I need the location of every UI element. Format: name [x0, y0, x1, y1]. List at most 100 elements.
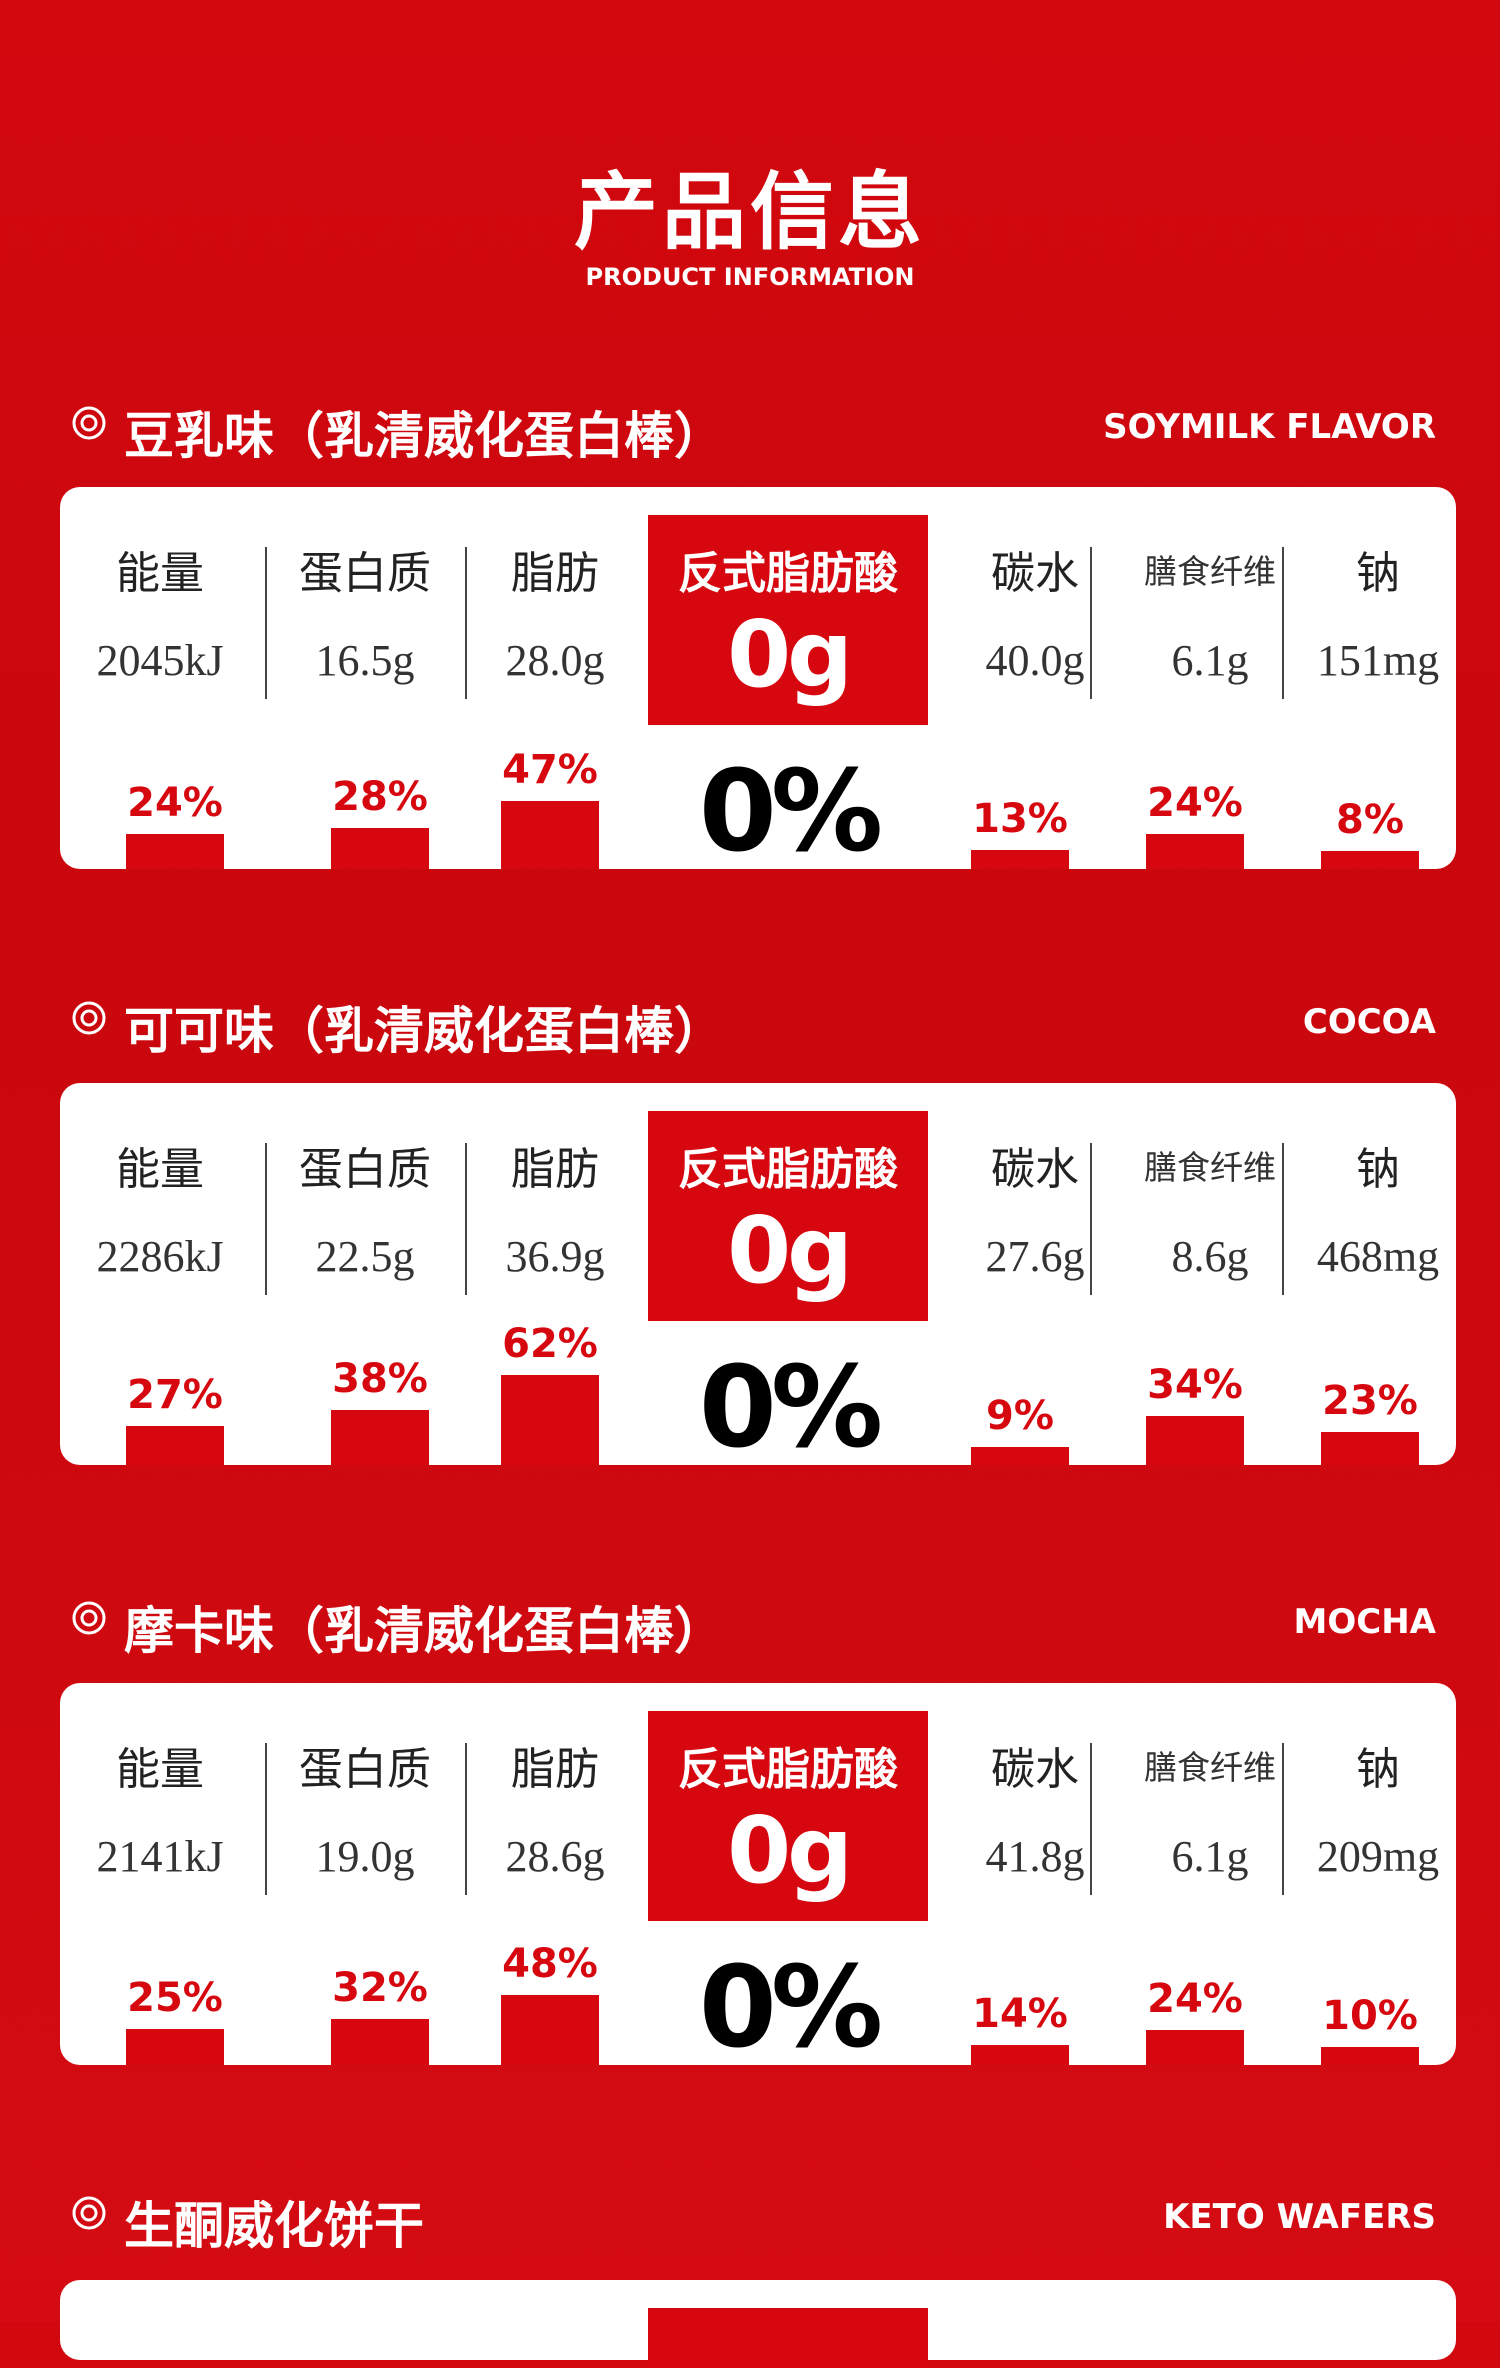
nutrient-value: 22.5g [315, 1232, 415, 1281]
trans-fat-value: 0g [727, 1797, 853, 1904]
nutrient-bar [501, 800, 599, 869]
nutrient-bar [1321, 1431, 1419, 1465]
circle-bullet-icon [72, 1601, 106, 1635]
nutrient-value: 28.0g [505, 636, 605, 685]
nutrient-value: 36.9g [505, 1232, 605, 1281]
column-divider [265, 1143, 267, 1295]
nutrient-value: 40.0g [985, 636, 1085, 685]
nutrient-percent: 48% [502, 1941, 598, 1988]
nutrient-name: 钠 [1356, 1744, 1400, 1795]
section-heading: 摩卡味（乳清威化蛋白棒） MOCHA [66, 1587, 1436, 1660]
nutrient-percent: 32% [332, 1964, 428, 2011]
nutrient-bar [971, 2044, 1069, 2065]
column-divider [1090, 1743, 1092, 1895]
trans-fat-percent: 0% [698, 747, 883, 869]
nutrient-value: 28.6g [505, 1832, 605, 1881]
nutrient-bar [1146, 1415, 1244, 1465]
nutrient-percent: 34% [1147, 1361, 1243, 1408]
nutrient-value: 209mg [1316, 1832, 1440, 1881]
nutrition-card-partial [60, 2280, 1456, 2368]
column-divider [1282, 1143, 1284, 1295]
nutrient-percent: 28% [332, 774, 428, 821]
nutrient-percent: 13% [972, 796, 1068, 843]
nutrient-name: 碳水 [991, 548, 1079, 599]
nutrient-percent: 47% [502, 746, 598, 793]
circle-bullet-icon [72, 406, 106, 440]
nutrient-value: 27.6g [985, 1232, 1085, 1281]
nutrient-percent: 27% [127, 1371, 223, 1418]
nutrient-bar [501, 1375, 599, 1465]
section-title-en: MOCHA [1293, 1602, 1436, 1642]
nutrient-name: 能量 [116, 548, 204, 599]
nutrient-value: 2045kJ [96, 636, 224, 685]
column-divider [1090, 547, 1092, 699]
nutrient-value: 41.8g [985, 1832, 1085, 1881]
nutrient-name: 蛋白质 [299, 1744, 431, 1795]
trans-fat-name: 反式脂肪酸 [678, 1144, 898, 1195]
circle-bullet-icon [72, 1001, 106, 1035]
trans-fat-percent: 0% [698, 1343, 883, 1465]
nutrient-name: 脂肪 [511, 1144, 599, 1195]
nutrient-name: 碳水 [991, 1744, 1079, 1795]
nutrient-name: 膳食纤维 [1144, 552, 1276, 591]
nutrient-value: 2286kJ [96, 1232, 224, 1281]
nutrient-name: 脂肪 [511, 548, 599, 599]
nutrient-name: 蛋白质 [299, 1144, 431, 1195]
nutrient-percent: 10% [1322, 1993, 1418, 2039]
trans-fat-name: 反式脂肪酸 [678, 548, 898, 599]
nutrient-percent: 24% [1147, 780, 1243, 827]
section-title-en: SOYMILK FLAVOR [1103, 407, 1436, 447]
nutrient-value: 19.0g [315, 1832, 415, 1881]
nutrient-percent: 24% [127, 780, 223, 827]
nutrient-bar [331, 2018, 429, 2065]
nutrient-name: 钠 [1356, 548, 1400, 599]
nutrient-percent: 8% [1336, 797, 1404, 843]
nutrition-card: 能量 2141kJ 25% 蛋白质 19.0g 32% 脂肪 28.6g 48% 碳水 41.8g 1… [60, 1683, 1456, 2065]
section-title-en: COCOA [1302, 1002, 1436, 1042]
trans-fat-percent: 0% [698, 1943, 883, 2065]
page-title: 产品信息 [573, 163, 926, 261]
nutrient-percent: 23% [1322, 1377, 1418, 1424]
nutrient-bar [331, 828, 429, 869]
nutrient-percent: 24% [1147, 1976, 1243, 2023]
nutrient-value: 6.1g [1171, 1832, 1249, 1881]
nutrient-percent: 9% [986, 1393, 1054, 1439]
nutrient-bar [331, 1409, 429, 1465]
trans-fat-value: 0g [727, 1197, 853, 1304]
nutrient-percent: 14% [972, 1990, 1068, 2037]
column-divider [265, 1743, 267, 1895]
nutrient-name: 脂肪 [511, 1744, 599, 1795]
nutrient-bar [501, 1995, 599, 2065]
nutrient-percent: 25% [127, 1974, 223, 2021]
nutrient-name: 碳水 [991, 1144, 1079, 1195]
nutrient-bar [1146, 834, 1244, 869]
nutrient-value: 2141kJ [96, 1832, 224, 1881]
column-divider [465, 1143, 467, 1295]
section-title: 可可味（乳清威化蛋白棒） [124, 1002, 724, 1060]
nutrient-name: 能量 [116, 1744, 204, 1795]
nutrient-percent: 38% [332, 1355, 428, 1402]
nutrient-name: 膳食纤维 [1144, 1148, 1276, 1187]
section-title: 摩卡味（乳清威化蛋白棒） [124, 1602, 724, 1660]
column-divider [465, 1743, 467, 1895]
nutrient-value: 16.5g [315, 636, 415, 685]
column-divider [465, 547, 467, 699]
nutrient-bar [971, 1447, 1069, 1465]
column-divider [1282, 547, 1284, 699]
nutrient-percent: 62% [502, 1321, 598, 1368]
nutrient-name: 蛋白质 [299, 548, 431, 599]
column-divider [1090, 1143, 1092, 1295]
nutrient-bar [126, 2028, 224, 2065]
nutrient-bar [1321, 2047, 1419, 2065]
nutrition-card: 能量 2286kJ 27% 蛋白质 22.5g 38% 脂肪 36.9g 62% 碳水 27.6g 9… [60, 1083, 1456, 1465]
column-divider [265, 547, 267, 699]
nutrition-card: 能量 2045kJ 24% 蛋白质 16.5g 28% 脂肪 28.0g 47% 碳水 40.0g 1… [60, 487, 1456, 869]
section-title: 豆乳味（乳清威化蛋白棒） [124, 407, 724, 465]
nutrient-value: 8.6g [1171, 1232, 1249, 1281]
section-title: 生酮威化饼干 [124, 2197, 424, 2255]
nutrient-value: 468mg [1316, 1232, 1440, 1281]
trans-fat-name: 反式脂肪酸 [678, 1744, 898, 1795]
nutrient-value: 6.1g [1171, 636, 1249, 685]
nutrient-bar [126, 1425, 224, 1465]
nutrient-name: 膳食纤维 [1144, 1748, 1276, 1787]
